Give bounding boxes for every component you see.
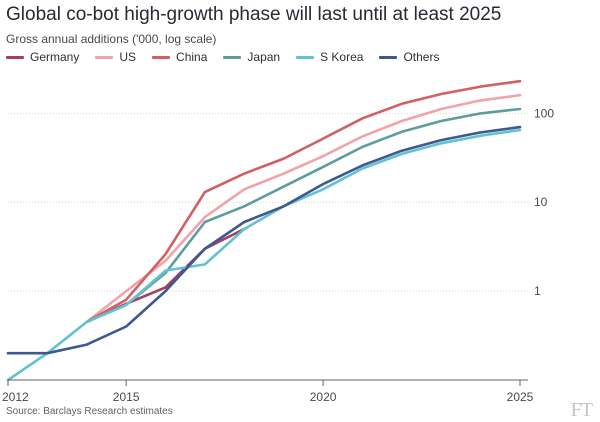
series-line-japan bbox=[85, 107, 522, 324]
legend-item-s-korea: S Korea bbox=[296, 50, 363, 64]
y-tick-label: 10 bbox=[534, 195, 548, 209]
legend-swatch bbox=[379, 55, 398, 59]
legend-item-japan: Japan bbox=[223, 50, 280, 64]
source-note: Source: Barclays Research estimates bbox=[6, 406, 173, 417]
legend-swatch bbox=[6, 55, 24, 59]
x-tick-label: 2025 bbox=[507, 390, 534, 404]
legend-label: Japan bbox=[247, 50, 281, 64]
legend-swatch bbox=[296, 55, 315, 59]
x-tick-label: 2012 bbox=[2, 390, 29, 404]
y-tick-label: 1 bbox=[534, 284, 541, 298]
ft-logo: FT bbox=[570, 399, 593, 421]
chart-subtitle: Gross annual additions ('000, log scale) bbox=[6, 32, 217, 46]
legend-item-others: Others bbox=[379, 50, 439, 64]
legend-item-germany: Germany bbox=[6, 50, 79, 64]
x-tick-label: 2015 bbox=[113, 390, 140, 404]
legend-swatch bbox=[95, 55, 114, 59]
legend-label: Others bbox=[403, 50, 440, 64]
x-tick-label: 2020 bbox=[310, 390, 337, 404]
gridlines bbox=[8, 112, 528, 292]
series-line-others bbox=[6, 125, 522, 355]
chart-title: Global co-bot high-growth phase will las… bbox=[6, 4, 502, 25]
axes: 1 10 100 2012 2015 2020 2025 bbox=[2, 106, 554, 404]
series-lines bbox=[6, 79, 522, 382]
legend-swatch bbox=[152, 55, 171, 59]
series-line-s-korea bbox=[6, 128, 522, 382]
y-tick-label: 100 bbox=[534, 106, 554, 120]
legend-label: S Korea bbox=[320, 50, 364, 64]
legend-item-china: China bbox=[152, 50, 207, 64]
legend-label: China bbox=[176, 50, 208, 64]
series-line-china bbox=[85, 79, 522, 324]
legend-label: US bbox=[119, 50, 137, 64]
legend-swatch bbox=[223, 55, 242, 59]
legend-label: Germany bbox=[30, 50, 80, 64]
legend-item-us: US bbox=[95, 50, 136, 64]
series-line-us bbox=[85, 93, 522, 324]
chart-legend: Germany US China Japan S Korea Others bbox=[6, 50, 455, 64]
